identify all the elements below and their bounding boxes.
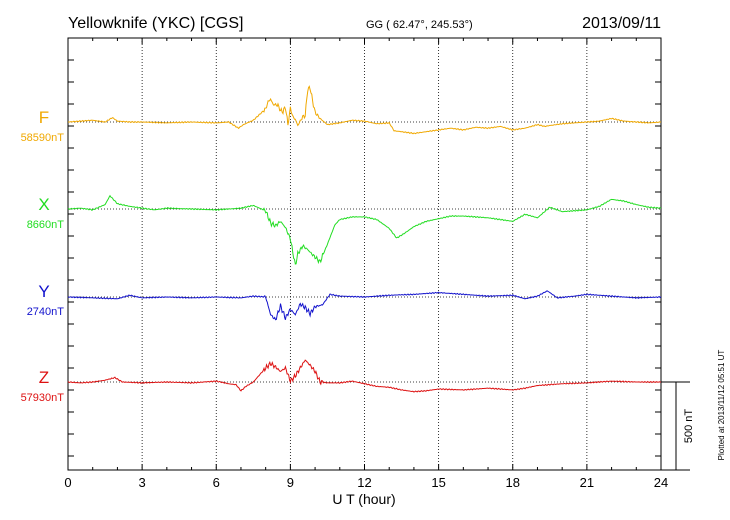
x-axis: 0 3 6 9 12 15 18 21 24 xyxy=(64,38,668,490)
plot-date: 2013/09/11 xyxy=(582,15,661,32)
series-line-X xyxy=(67,194,662,265)
x-tick-label-9: 9 xyxy=(287,475,294,490)
scale-bar: 500 nT xyxy=(661,381,695,471)
series-baseline-F: 58590nT xyxy=(21,132,65,144)
series-line-Y xyxy=(67,290,662,321)
series-labels: F 58590nT X 8660nT Y 2740nT Z 57930nT xyxy=(21,108,65,404)
series-name-X: X xyxy=(38,195,49,214)
x-tick-label-18: 18 xyxy=(506,475,520,490)
x-tick-label-0: 0 xyxy=(64,475,71,490)
series-baseline-Z: 57930nT xyxy=(21,392,65,404)
x-tick-label-3: 3 xyxy=(139,475,146,490)
series-layer xyxy=(67,85,662,393)
x-tick-label-12: 12 xyxy=(357,475,371,490)
series-name-F: F xyxy=(39,108,49,127)
x-tick-label-21: 21 xyxy=(580,475,594,490)
x-axis-title: U T (hour) xyxy=(332,491,395,507)
scale-bar-label: 500 nT xyxy=(683,409,695,444)
station-title: Yellowknife (YKC) [CGS] xyxy=(68,15,243,32)
x-tick-label-15: 15 xyxy=(431,475,445,490)
series-name-Y: Y xyxy=(38,282,49,301)
series-name-Z: Z xyxy=(39,368,49,387)
series-line-F xyxy=(68,85,661,135)
series-line-Z xyxy=(67,359,661,393)
x-tick-label-6: 6 xyxy=(213,475,220,490)
series-baseline-X: 8660nT xyxy=(27,219,65,231)
series-baseline-Y: 2740nT xyxy=(27,306,65,318)
left-tick-marks xyxy=(68,59,661,457)
station-coords: GG ( 62.47°, 245.53°) xyxy=(366,19,473,31)
plotted-note: Plotted at 2013/11/12 05:51 UT xyxy=(717,350,726,461)
x-tick-label-24: 24 xyxy=(654,475,668,490)
grid-layer xyxy=(141,38,588,470)
